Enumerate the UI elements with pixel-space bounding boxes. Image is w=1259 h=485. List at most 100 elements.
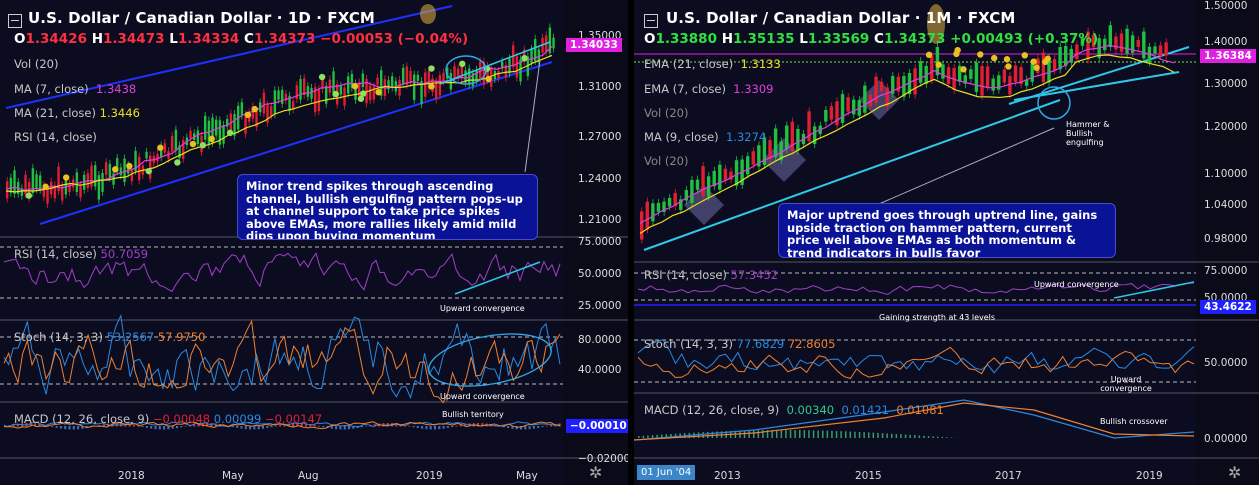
signal-dot xyxy=(251,105,258,113)
candle-body xyxy=(240,102,244,116)
macd-histogram-bar xyxy=(55,426,58,428)
candle-body xyxy=(879,81,884,92)
macd-histogram-bar xyxy=(835,430,838,438)
macd-histogram-bar xyxy=(171,426,174,429)
macd-histogram-bar xyxy=(446,426,449,428)
macd-histogram-bar xyxy=(283,424,286,427)
macd-histogram-bar xyxy=(102,424,105,427)
candle-body xyxy=(969,69,973,79)
candle-body xyxy=(20,188,24,196)
candle-body xyxy=(651,203,655,222)
candle-body xyxy=(796,128,800,151)
macd-histogram-bar xyxy=(77,426,80,430)
candle-body xyxy=(835,101,839,126)
stoch-note: Upward convergence xyxy=(1100,375,1152,393)
daily-chart-panel[interactable]: U.S. Dollar / Canadian Dollar · 1D · FXC… xyxy=(0,0,628,485)
candle-body xyxy=(1069,48,1073,63)
macd-histogram-bar xyxy=(64,426,67,430)
candle-body xyxy=(941,64,945,79)
candle-body xyxy=(785,125,789,150)
signal-dot xyxy=(375,88,382,96)
pattern-highlight xyxy=(762,138,806,182)
macd-histogram-bar xyxy=(292,423,295,427)
candle-body xyxy=(321,78,324,90)
macd-histogram-bar xyxy=(279,424,282,427)
stoch-ellipse xyxy=(428,333,552,387)
time-axis-tick: May xyxy=(516,470,538,482)
vol-indicator-label[interactable]: Vol (20) xyxy=(644,106,689,120)
candle-body xyxy=(61,185,64,201)
candle-body xyxy=(807,111,811,142)
stoch-pane-label[interactable]: Stoch (14, 3, 3) 53.2567 57.9750 xyxy=(14,330,206,344)
macd-pane-label[interactable]: MACD (12, 26, close, 9) 0.00340 0.01421 … xyxy=(644,403,944,417)
vol-indicator-label[interactable]: Vol (20) xyxy=(644,154,689,168)
macd-histogram-bar xyxy=(872,432,875,438)
candle-body xyxy=(486,65,489,81)
monthly-chart-panel[interactable]: U.S. Dollar / Canadian Dollar · 1M · FXC… xyxy=(634,0,1259,485)
macd-pane-label[interactable]: MACD (12, 26, close, 9) −0.00048 0.00099… xyxy=(14,412,323,426)
macd-histogram-bar xyxy=(240,426,243,429)
ma21-indicator[interactable]: MA (21, close) 1.3446 xyxy=(14,106,140,120)
macd-histogram-bar xyxy=(532,426,535,429)
candle-body xyxy=(530,49,533,63)
ema7-indicator[interactable]: EMA (7, close) 1.3309 xyxy=(644,82,774,96)
candle-body xyxy=(365,78,368,104)
candle-body xyxy=(712,170,716,187)
candle-body xyxy=(358,82,361,96)
price-axis-tick: 1.21000 xyxy=(578,214,622,226)
macd-histogram-bar xyxy=(743,430,746,438)
candle-body xyxy=(1052,59,1057,71)
candle-body xyxy=(53,185,57,199)
macd-note: Bullish territory xyxy=(442,410,504,419)
settings-gear-icon[interactable]: ✲ xyxy=(589,463,603,482)
rsi-line xyxy=(3,252,561,293)
macd-histogram-bar xyxy=(154,426,157,430)
candle-body xyxy=(284,93,288,101)
macd-histogram-bar xyxy=(868,432,870,438)
macd-histogram-bar xyxy=(812,430,815,438)
candle-body xyxy=(182,140,185,159)
price-axis-tick: 1.40000 xyxy=(1204,36,1248,48)
macd-histogram-bar xyxy=(59,426,62,429)
candle-body xyxy=(207,120,211,145)
macd-histogram-bar xyxy=(642,435,645,438)
candle-body xyxy=(1164,42,1168,56)
macd-histogram-bar xyxy=(72,426,75,430)
signal-dot xyxy=(428,65,435,72)
candle-body xyxy=(946,67,951,84)
candle-body xyxy=(108,163,112,178)
ma9-indicator[interactable]: MA (9, close) 1.3274 xyxy=(644,130,767,144)
macd-note: Bullish crossover xyxy=(1100,417,1168,426)
candle-body xyxy=(314,87,317,113)
ma7-indicator[interactable]: MA (7, close) 1.3438 xyxy=(14,82,137,96)
daily-chart-canvas[interactable] xyxy=(0,0,628,485)
macd-histogram-bar xyxy=(702,432,704,438)
candle-body xyxy=(1080,37,1085,46)
menu-icon[interactable] xyxy=(8,14,22,28)
rsi-overlay-label[interactable]: RSI (14, close) xyxy=(14,130,97,144)
vol-indicator-label[interactable]: Vol (20) xyxy=(14,57,59,71)
macd-histogram-bar xyxy=(16,423,19,427)
candle-body xyxy=(303,78,306,96)
candle-body xyxy=(1064,45,1068,66)
rsi-pane-label[interactable]: RSI (14, close) 57.3452 xyxy=(644,268,779,282)
signal-dot xyxy=(1005,63,1012,70)
macd-histogram-bar xyxy=(266,426,269,429)
macd-histogram-bar xyxy=(141,426,144,428)
macd-histogram-bar xyxy=(68,426,71,430)
menu-icon[interactable] xyxy=(644,14,658,28)
macd-histogram-bar xyxy=(464,424,467,427)
candle-body xyxy=(105,162,108,175)
rsi-pane-label[interactable]: RSI (14, close) 50.7059 xyxy=(14,247,149,261)
candle-body xyxy=(1125,28,1129,54)
stoch-pane-label[interactable]: Stoch (14, 3, 3) 77.6829 72.8605 xyxy=(644,337,836,351)
ma21-line xyxy=(5,54,553,193)
candle-body xyxy=(746,156,750,175)
candle-body xyxy=(896,76,901,92)
candle-body xyxy=(846,97,850,112)
candle-body xyxy=(640,211,644,240)
settings-gear-icon[interactable]: ✲ xyxy=(1228,463,1242,482)
ema21-indicator[interactable]: EMA (21, close) 1.3133 xyxy=(644,57,781,71)
candle-body xyxy=(1086,31,1090,60)
candle-body xyxy=(145,151,148,159)
